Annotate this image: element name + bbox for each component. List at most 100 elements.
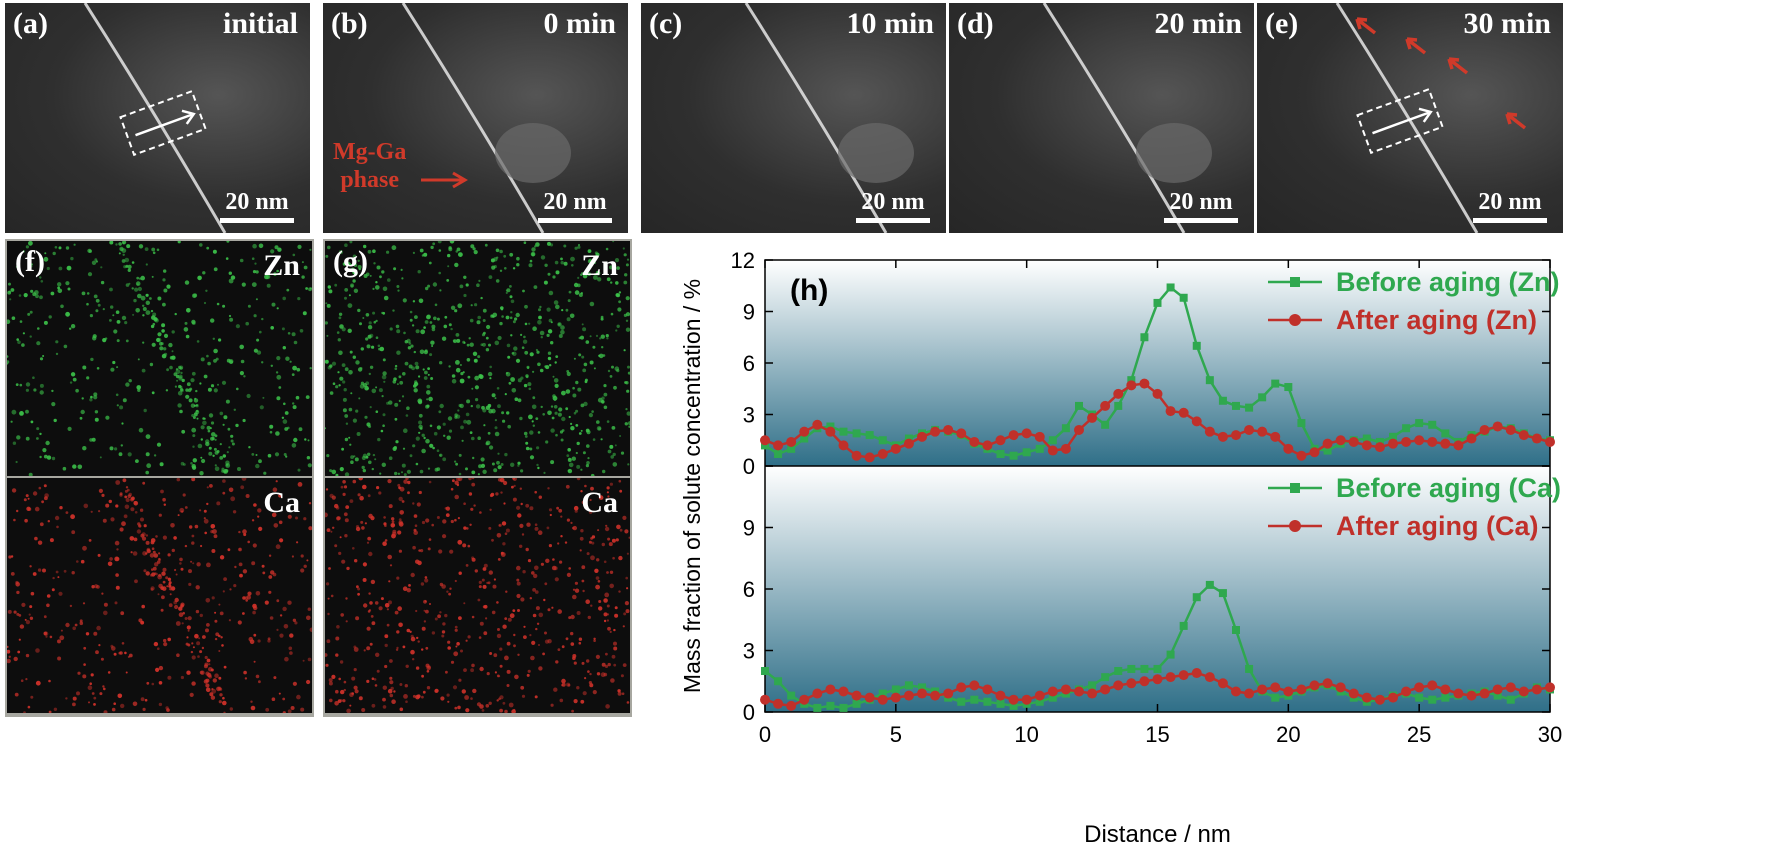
eds-dot [387,554,392,560]
eds-dot [279,633,284,638]
eds-dot [163,642,168,647]
eds-dot [239,258,244,263]
eds-dot [573,661,577,665]
data-point [800,434,809,443]
eds-dot [247,304,251,308]
scale-bar-line [220,218,294,223]
eds-dot [402,586,408,591]
eds-dot [271,302,276,307]
ca-dot-field [7,478,312,713]
eds-dot [227,548,231,552]
eds-dot [593,275,598,280]
eds-dot [109,319,112,322]
data-point [864,452,875,463]
eds-dot [412,251,415,254]
eds-dot [537,320,542,325]
eds-dot [447,416,453,421]
eds-dot [494,431,500,437]
eds-dot [300,568,305,573]
eds-dot [499,249,503,254]
eds-dot [120,611,125,616]
eds-dot [165,706,169,710]
eds-dot [454,625,458,629]
eds-dot [442,519,447,524]
eds-dot [532,588,536,592]
y-tick-label: 0 [743,700,755,725]
eds-dot [497,335,502,341]
eds-dot [519,523,524,528]
eds-dot [379,275,382,279]
eds-dot [438,410,442,414]
eds-dot [411,366,415,371]
grain-boundary [83,3,227,233]
eds-dot [16,338,19,341]
eds-dot [205,598,211,603]
eds-dot [228,278,234,284]
eds-dot [109,287,113,292]
eds-dot [524,350,529,355]
eds-dot [543,598,546,602]
eds-dot [122,253,125,256]
eds-dot [468,492,473,496]
eds-dot [287,426,290,430]
eds-dot [511,388,517,393]
eds-dot [216,302,220,306]
eds-dot [499,708,503,713]
scale-bar-text: 20 nm [225,189,289,215]
eds-dot [243,670,247,675]
eds-dot [449,549,454,554]
eds-dot [368,551,373,557]
eds-dot [589,301,595,307]
eds-dot [37,568,42,572]
eds-dot [501,411,505,415]
eds-dot [500,491,503,494]
eds-dot [116,548,119,551]
eds-dot [397,483,401,487]
eds-dot [621,692,625,695]
eds-dot [123,514,128,519]
data-point [944,427,953,436]
eds-dot [531,247,536,252]
eds-dot [382,424,385,427]
data-point [1244,688,1255,699]
eds-dot [98,488,103,493]
eds-dot [483,331,486,335]
eds-dot [463,293,467,298]
eds-dot [483,631,488,636]
eds-dot [145,452,150,457]
eds-dot [543,471,546,474]
eds-dot [211,432,216,437]
eds-dot [252,270,257,274]
eds-dot [335,653,339,657]
eds-dot [399,510,404,515]
eds-dot [143,569,147,573]
scale-bar-line [856,218,930,223]
eds-dot [178,376,183,381]
eds-dot [587,670,590,673]
eds-dot [555,660,559,664]
eds-dot [366,679,370,683]
eds-dot [177,241,181,244]
eds-dot [513,633,516,637]
eds-dot [401,395,405,398]
eds-dot [583,362,588,367]
eds-dot [191,541,195,545]
eds-dot [110,367,115,372]
eds-dot [228,359,234,364]
eds-dot [547,351,552,355]
eds-dot [252,610,256,615]
eds-dot [531,420,534,423]
eds-dot [535,242,540,247]
eds-dot [580,468,583,471]
eds-dot [7,355,9,358]
eds-dot [179,557,183,562]
eds-dot [203,301,207,305]
y-tick-label: 6 [743,351,755,376]
eds-dot [119,493,123,497]
eds-dot [560,438,564,442]
eds-dot [590,555,595,561]
eds-dot [466,419,472,425]
eds-dot [90,673,94,677]
eds-dot [409,454,413,458]
eds-dot [470,304,473,307]
